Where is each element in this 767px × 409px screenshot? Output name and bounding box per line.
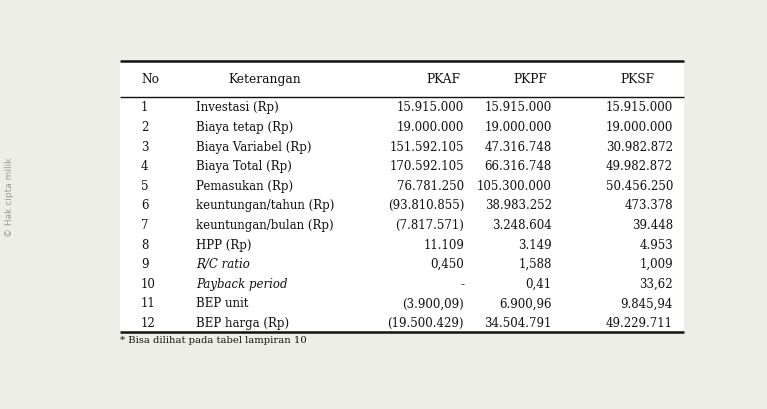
Text: PKPF: PKPF	[514, 73, 548, 86]
Text: 38.983.252: 38.983.252	[485, 199, 551, 212]
Text: 9.845,94: 9.845,94	[621, 297, 673, 310]
Text: 30.982.872: 30.982.872	[606, 140, 673, 153]
Text: 15.915.000: 15.915.000	[397, 101, 464, 114]
Text: Payback period: Payback period	[196, 277, 288, 290]
Text: * Bisa dilihat pada tabel lampiran 10: * Bisa dilihat pada tabel lampiran 10	[120, 336, 306, 345]
Text: 4.953: 4.953	[640, 238, 673, 251]
Text: 6: 6	[141, 199, 149, 212]
Text: 19.000.000: 19.000.000	[606, 121, 673, 134]
Text: 1: 1	[141, 101, 149, 114]
Text: No: No	[141, 73, 159, 86]
Text: 50.456.250: 50.456.250	[606, 180, 673, 192]
Text: 0,41: 0,41	[525, 277, 551, 290]
Text: keuntungan/bulan (Rp): keuntungan/bulan (Rp)	[196, 218, 334, 231]
Text: 15.915.000: 15.915.000	[485, 101, 551, 114]
Text: BEP harga (Rp): BEP harga (Rp)	[196, 316, 289, 329]
Text: (3.900,09): (3.900,09)	[403, 297, 464, 310]
Text: 47.316.748: 47.316.748	[485, 140, 551, 153]
Text: (7.817.571): (7.817.571)	[395, 218, 464, 231]
Text: 3: 3	[141, 140, 149, 153]
Text: BEP unit: BEP unit	[196, 297, 249, 310]
Text: 3.248.604: 3.248.604	[492, 218, 551, 231]
Text: 11.109: 11.109	[423, 238, 464, 251]
Text: keuntungan/tahun (Rp): keuntungan/tahun (Rp)	[196, 199, 334, 212]
Text: Pemasukan (Rp): Pemasukan (Rp)	[196, 180, 293, 192]
Text: Biaya Total (Rp): Biaya Total (Rp)	[196, 160, 291, 173]
Text: Investasi (Rp): Investasi (Rp)	[196, 101, 278, 114]
Text: 19.000.000: 19.000.000	[484, 121, 551, 134]
Text: 7: 7	[141, 218, 149, 231]
Text: 49.229.711: 49.229.711	[606, 316, 673, 329]
Text: 3.149: 3.149	[518, 238, 551, 251]
Text: © Hak cipta milik: © Hak cipta milik	[5, 157, 15, 236]
Text: 4: 4	[141, 160, 149, 173]
Text: 12: 12	[141, 316, 156, 329]
Text: 1,009: 1,009	[640, 258, 673, 271]
Text: 5: 5	[141, 180, 149, 192]
Text: R/C ratio: R/C ratio	[196, 258, 250, 271]
Text: 6.900,96: 6.900,96	[499, 297, 551, 310]
Text: 473.378: 473.378	[624, 199, 673, 212]
Text: 19.000.000: 19.000.000	[397, 121, 464, 134]
Text: Biaya Variabel (Rp): Biaya Variabel (Rp)	[196, 140, 311, 153]
Text: 0,450: 0,450	[430, 258, 464, 271]
Text: 11: 11	[141, 297, 156, 310]
Text: 9: 9	[141, 258, 149, 271]
Text: 8: 8	[141, 238, 149, 251]
Text: (19.500.429): (19.500.429)	[387, 316, 464, 329]
Text: 39.448: 39.448	[632, 218, 673, 231]
Text: (93.810.855): (93.810.855)	[388, 199, 464, 212]
Text: 15.915.000: 15.915.000	[606, 101, 673, 114]
Text: HPP (Rp): HPP (Rp)	[196, 238, 252, 251]
Text: 76.781.250: 76.781.250	[397, 180, 464, 192]
Text: 49.982.872: 49.982.872	[606, 160, 673, 173]
Text: PKAF: PKAF	[426, 73, 460, 86]
Text: PKSF: PKSF	[621, 73, 655, 86]
Text: 34.504.791: 34.504.791	[484, 316, 551, 329]
Text: 10: 10	[141, 277, 156, 290]
Text: 105.300.000: 105.300.000	[477, 180, 551, 192]
Text: -: -	[460, 277, 464, 290]
Text: 66.316.748: 66.316.748	[485, 160, 551, 173]
Text: 1,588: 1,588	[518, 258, 551, 271]
Text: Biaya tetap (Rp): Biaya tetap (Rp)	[196, 121, 293, 134]
Text: 151.592.105: 151.592.105	[390, 140, 464, 153]
Text: 2: 2	[141, 121, 149, 134]
Text: 170.592.105: 170.592.105	[390, 160, 464, 173]
Text: 33,62: 33,62	[640, 277, 673, 290]
Text: Keterangan: Keterangan	[229, 73, 301, 86]
